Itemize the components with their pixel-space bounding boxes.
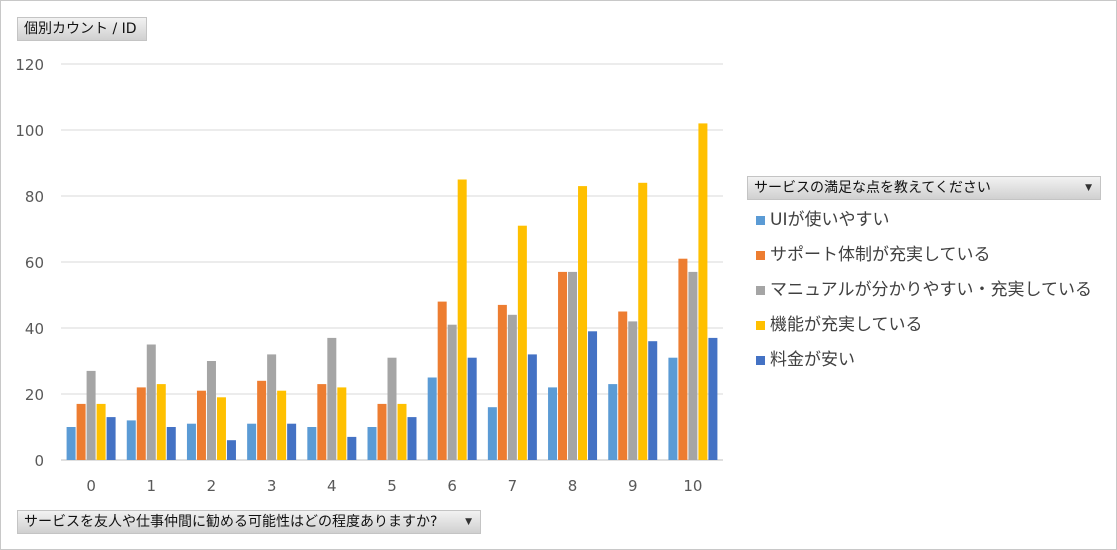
bar: [327, 337, 337, 460]
x-tick-label: 2: [207, 477, 217, 495]
bar: [226, 440, 236, 460]
bar: [678, 258, 688, 460]
bar: [618, 311, 628, 460]
bar: [86, 370, 96, 460]
bar: [76, 403, 86, 460]
bar: [367, 427, 377, 460]
bar: [267, 354, 277, 460]
legend-item: サポート体制が充実している: [752, 241, 1092, 276]
bar: [377, 403, 387, 460]
legend-item: 機能が充実している: [752, 311, 1092, 346]
y-tick-label: 20: [25, 386, 44, 404]
value-field-label: 個別カウント / ID: [24, 21, 137, 37]
legend-swatch: [756, 356, 765, 365]
bar: [247, 423, 257, 460]
bar: [96, 403, 106, 460]
legend-item: 料金が安い: [752, 346, 1092, 381]
legend-label: UIが使いやすい: [770, 210, 890, 230]
x-tick-label: 6: [447, 477, 457, 495]
y-tick-label: 40: [25, 320, 44, 338]
bar: [427, 377, 437, 460]
bar: [106, 417, 116, 460]
bar: [467, 357, 477, 460]
x-tick-label: 0: [86, 477, 96, 495]
bar: [527, 354, 537, 460]
bar: [668, 357, 678, 460]
bar: [578, 186, 588, 460]
bar: [146, 344, 156, 460]
x-tick-label: 7: [508, 477, 518, 495]
bar: [708, 337, 718, 460]
y-tick-label: 0: [34, 452, 44, 470]
x-tick-label: 4: [327, 477, 337, 495]
y-tick-label: 120: [15, 56, 44, 74]
bar: [196, 390, 206, 460]
y-tick-label: 100: [15, 122, 44, 140]
legend-swatch: [756, 216, 765, 225]
bar: [568, 271, 578, 460]
chart-legend: UIが使いやすいサポート体制が充実しているマニュアルが分かりやすい・充実している…: [752, 206, 1092, 381]
x-tick-label: 10: [683, 477, 702, 495]
bar: [166, 427, 176, 460]
y-tick-label: 60: [25, 254, 44, 272]
bar: [517, 225, 527, 460]
bar: [277, 390, 287, 460]
bar: [317, 384, 327, 460]
x-tick-label: 5: [387, 477, 397, 495]
bar: [497, 304, 507, 460]
bar: [337, 387, 347, 460]
bar: [588, 331, 598, 460]
bar: [558, 271, 568, 460]
bar: [156, 384, 166, 460]
axis-field-label: サービスを友人や仕事仲間に勧める可能性はどの程度ありますか?: [24, 514, 438, 530]
bar: [457, 179, 467, 460]
legend-swatch: [756, 286, 765, 295]
bar: [66, 427, 76, 460]
x-tick-label: 1: [146, 477, 156, 495]
bar: [487, 407, 497, 460]
legend-item: UIが使いやすい: [752, 206, 1092, 241]
bar: [206, 361, 216, 460]
bar: [548, 387, 558, 460]
legend-swatch: [756, 321, 765, 330]
y-tick-label: 80: [25, 188, 44, 206]
legend-label: マニュアルが分かりやすい・充実している: [770, 280, 1092, 300]
bar: [186, 423, 196, 460]
x-tick-label: 9: [628, 477, 638, 495]
bar: [397, 403, 407, 460]
bar: [688, 271, 698, 460]
legend-swatch: [756, 251, 765, 260]
dropdown-arrow-icon[interactable]: ▼: [465, 517, 472, 527]
legend-field-label: サービスの満足な点を教えてください: [754, 180, 991, 196]
legend-label: 料金が安い: [770, 350, 855, 370]
bar: [347, 436, 357, 460]
bar: [628, 321, 638, 460]
bar: [698, 123, 708, 461]
bar: [216, 397, 226, 460]
legend-label: 機能が充実している: [770, 315, 923, 335]
x-tick-label: 3: [267, 477, 277, 495]
legend-label: サポート体制が充実している: [770, 245, 991, 265]
bar: [257, 380, 267, 460]
bar: [387, 357, 397, 460]
legend-item: マニュアルが分かりやすい・充実している: [752, 276, 1092, 311]
x-tick-label: 8: [568, 477, 578, 495]
bar: [307, 427, 317, 460]
bar: [136, 387, 146, 460]
value-field-button[interactable]: 個別カウント / ID: [17, 17, 147, 41]
bar: [407, 417, 417, 460]
bar: [507, 314, 517, 460]
dropdown-arrow-icon[interactable]: ▼: [1085, 183, 1092, 193]
bar: [648, 341, 658, 460]
bar: [287, 423, 297, 460]
legend-field-button[interactable]: サービスの満足な点を教えてください ▼: [747, 176, 1101, 200]
bar: [437, 301, 447, 460]
bar: [608, 384, 618, 460]
bar: [126, 420, 136, 460]
bar: [638, 182, 648, 461]
bar: [447, 324, 457, 460]
axis-field-button[interactable]: サービスを友人や仕事仲間に勧める可能性はどの程度ありますか? ▼: [17, 510, 481, 534]
